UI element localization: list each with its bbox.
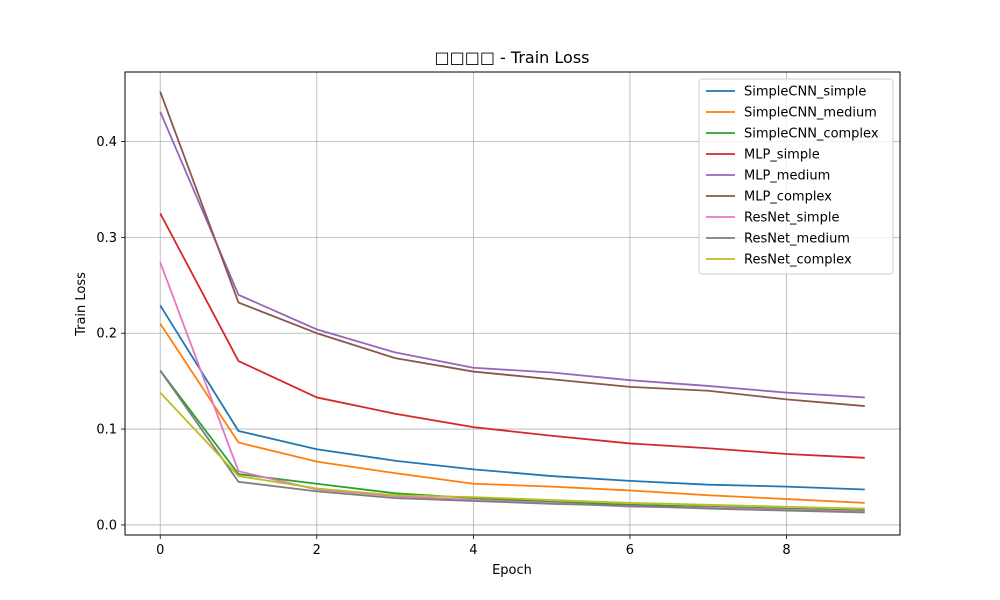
series-lines xyxy=(159,91,865,514)
legend-label: MLP_complex xyxy=(744,190,832,205)
y-axis-label: Train Loss xyxy=(74,272,89,337)
series-line-simplecnn-complex xyxy=(159,370,865,512)
y-tick-label: 0.1 xyxy=(96,423,117,438)
x-tick-label: 4 xyxy=(469,543,477,558)
y-tick-label: 0.3 xyxy=(96,231,117,246)
series-line-mlp-complex xyxy=(159,91,865,407)
axis-ticks: 0 2 4 6 8 0.0 0.1 0.2 0.3 0.4 xyxy=(96,135,790,558)
x-axis-label: Epoch xyxy=(492,563,532,578)
legend-label: MLP_simple xyxy=(744,148,820,163)
chart-title: □□□□ - Train Loss xyxy=(435,48,590,67)
legend-label: SimpleCNN_complex xyxy=(744,127,879,142)
x-tick-label: 0 xyxy=(156,543,164,558)
x-tick-label: 6 xyxy=(626,543,634,558)
y-tick-label: 0.4 xyxy=(96,135,117,150)
x-tick-label: 8 xyxy=(782,543,790,558)
legend-box xyxy=(698,78,894,275)
series-line-simplecnn-simple xyxy=(159,304,865,491)
legend: SimpleCNN_simple SimpleCNN_medium SimpleCN… xyxy=(698,78,894,275)
y-tick-label: 0.0 xyxy=(96,518,117,533)
legend-label: ResNet_complex xyxy=(744,253,852,268)
series-line-resnet-simple xyxy=(159,261,865,513)
series-line-mlp-medium xyxy=(159,111,865,399)
legend-label: SimpleCNN_simple xyxy=(744,85,866,100)
legend-label: ResNet_simple xyxy=(744,211,839,226)
series-line-resnet-complex xyxy=(159,392,865,510)
x-tick-label: 2 xyxy=(313,543,321,558)
legend-label: MLP_medium xyxy=(744,169,830,184)
y-tick-label: 0.2 xyxy=(96,327,117,342)
plot-frame xyxy=(124,71,901,536)
legend-label: SimpleCNN_medium xyxy=(744,106,877,121)
series-line-simplecnn-medium xyxy=(159,323,865,504)
series-line-mlp-simple xyxy=(159,212,865,459)
legend-label: ResNet_medium xyxy=(744,232,850,247)
series-line-resnet-medium xyxy=(159,370,865,514)
